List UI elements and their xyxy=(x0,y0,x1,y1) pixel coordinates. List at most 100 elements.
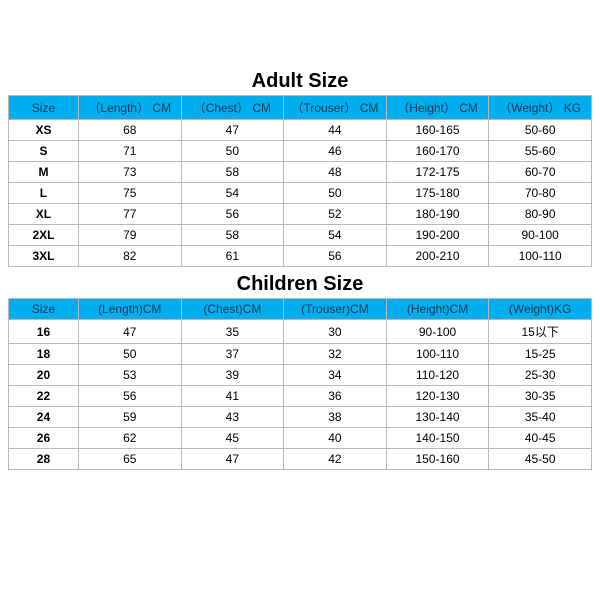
table-row: 24594338130-14035-40 xyxy=(9,407,592,428)
cell: 36 xyxy=(284,386,387,407)
cell: 160-165 xyxy=(386,120,489,141)
cell: 53 xyxy=(78,365,181,386)
cell: 58 xyxy=(181,162,284,183)
cell: 47 xyxy=(78,320,181,344)
cell: 39 xyxy=(181,365,284,386)
cell: 130-140 xyxy=(386,407,489,428)
cell: 43 xyxy=(181,407,284,428)
table-row: 3XL826156200-210100-110 xyxy=(9,246,592,267)
cell: 59 xyxy=(78,407,181,428)
table-row: XS684744160-16550-60 xyxy=(9,120,592,141)
table-row: M735848172-17560-70 xyxy=(9,162,592,183)
cell-size: XS xyxy=(9,120,79,141)
cell: 90-100 xyxy=(386,320,489,344)
cell: 42 xyxy=(284,449,387,470)
cell: 38 xyxy=(284,407,387,428)
cell: 56 xyxy=(78,386,181,407)
cell: 65 xyxy=(78,449,181,470)
cell: 172-175 xyxy=(386,162,489,183)
cell: 56 xyxy=(181,204,284,225)
table-row: 28654742150-16045-50 xyxy=(9,449,592,470)
cell-size: 3XL xyxy=(9,246,79,267)
col-height: （Height） CM xyxy=(386,96,489,120)
cell-size: 22 xyxy=(9,386,79,407)
cell: 61 xyxy=(181,246,284,267)
col-size: Size xyxy=(9,299,79,320)
cell: 62 xyxy=(78,428,181,449)
cell: 200-210 xyxy=(386,246,489,267)
adult-size-table: Size （Length） CM （Chest） CM （Trouser） CM… xyxy=(8,95,592,267)
cell: 34 xyxy=(284,365,387,386)
cell: 46 xyxy=(284,141,387,162)
cell: 90-100 xyxy=(489,225,592,246)
cell: 48 xyxy=(284,162,387,183)
cell: 50 xyxy=(78,344,181,365)
cell: 175-180 xyxy=(386,183,489,204)
cell: 75 xyxy=(78,183,181,204)
cell: 100-110 xyxy=(386,344,489,365)
cell: 40 xyxy=(284,428,387,449)
col-trouser: (Trouser)CM xyxy=(284,299,387,320)
cell: 68 xyxy=(78,120,181,141)
cell-size: L xyxy=(9,183,79,204)
children-size-table: Size (Length)CM (Chest)CM (Trouser)CM (H… xyxy=(8,298,592,470)
cell: 32 xyxy=(284,344,387,365)
cell: 30 xyxy=(284,320,387,344)
cell-size: 18 xyxy=(9,344,79,365)
cell: 120-130 xyxy=(386,386,489,407)
cell: 55-60 xyxy=(489,141,592,162)
table-header-row: Size （Length） CM （Chest） CM （Trouser） CM… xyxy=(9,96,592,120)
cell: 54 xyxy=(181,183,284,204)
cell-size: 28 xyxy=(9,449,79,470)
cell: 50 xyxy=(284,183,387,204)
cell: 15以下 xyxy=(489,320,592,344)
cell: 82 xyxy=(78,246,181,267)
cell: 47 xyxy=(181,449,284,470)
cell: 79 xyxy=(78,225,181,246)
adult-size-body: XS684744160-16550-60 S715046160-17055-60… xyxy=(9,120,592,267)
cell: 140-150 xyxy=(386,428,489,449)
table-row: 18503732100-11015-25 xyxy=(9,344,592,365)
cell: 47 xyxy=(181,120,284,141)
table-row: 1647353090-10015以下 xyxy=(9,320,592,344)
cell-size: 24 xyxy=(9,407,79,428)
cell: 150-160 xyxy=(386,449,489,470)
table-row: 2XL795854190-20090-100 xyxy=(9,225,592,246)
table-row: S715046160-17055-60 xyxy=(9,141,592,162)
table-row: L755450175-18070-80 xyxy=(9,183,592,204)
cell: 58 xyxy=(181,225,284,246)
cell: 50-60 xyxy=(489,120,592,141)
cell: 41 xyxy=(181,386,284,407)
table-row: 20533934110-12025-30 xyxy=(9,365,592,386)
col-chest: （Chest） CM xyxy=(181,96,284,120)
cell-size: M xyxy=(9,162,79,183)
cell: 60-70 xyxy=(489,162,592,183)
cell: 160-170 xyxy=(386,141,489,162)
cell: 35-40 xyxy=(489,407,592,428)
cell-size: 2XL xyxy=(9,225,79,246)
cell: 180-190 xyxy=(386,204,489,225)
children-size-body: 1647353090-10015以下 18503732100-11015-25 … xyxy=(9,320,592,470)
cell: 40-45 xyxy=(489,428,592,449)
cell: 45-50 xyxy=(489,449,592,470)
cell: 45 xyxy=(181,428,284,449)
cell: 100-110 xyxy=(489,246,592,267)
table-row: 26624540140-15040-45 xyxy=(9,428,592,449)
cell-size: 26 xyxy=(9,428,79,449)
cell-size: XL xyxy=(9,204,79,225)
cell: 15-25 xyxy=(489,344,592,365)
cell: 80-90 xyxy=(489,204,592,225)
cell-size: S xyxy=(9,141,79,162)
page: Adult Size Size （Length） CM （Chest） CM （… xyxy=(0,0,600,600)
col-length: （Length） CM xyxy=(78,96,181,120)
cell: 52 xyxy=(284,204,387,225)
table-row: XL775652180-19080-90 xyxy=(9,204,592,225)
col-height: (Height)CM xyxy=(386,299,489,320)
col-trouser: （Trouser） CM xyxy=(284,96,387,120)
adult-size-title: Adult Size xyxy=(8,70,592,93)
cell: 35 xyxy=(181,320,284,344)
table-row: 22564136120-13030-35 xyxy=(9,386,592,407)
cell: 25-30 xyxy=(489,365,592,386)
cell: 56 xyxy=(284,246,387,267)
cell: 190-200 xyxy=(386,225,489,246)
